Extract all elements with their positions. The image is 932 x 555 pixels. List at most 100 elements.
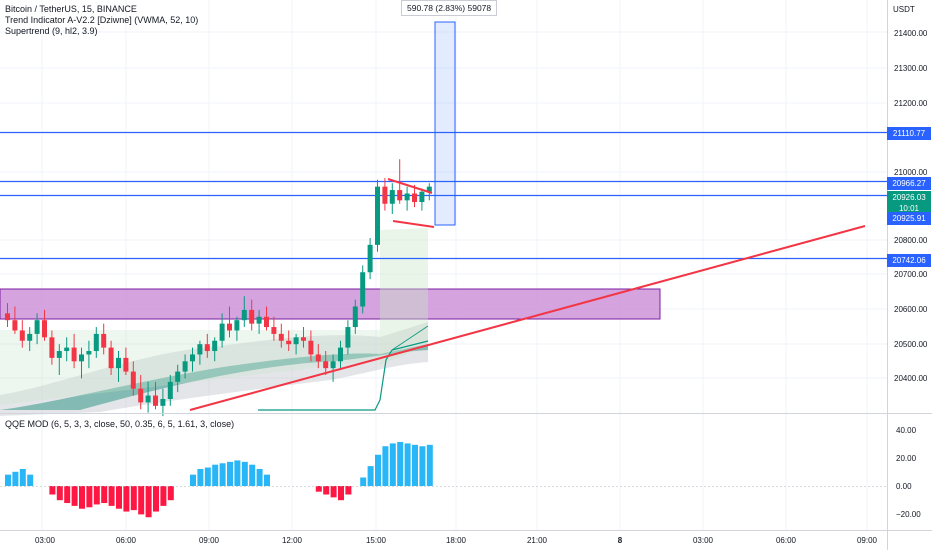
candle[interactable]: [212, 340, 218, 352]
candle[interactable]: [367, 244, 373, 273]
candle[interactable]: [71, 347, 77, 362]
time-axis-label: 09:00: [857, 536, 878, 545]
price-tag[interactable]: 20925.91: [887, 212, 931, 225]
candle[interactable]: [323, 361, 329, 369]
candle[interactable]: [175, 371, 181, 382]
candle[interactable]: [315, 354, 321, 362]
candle[interactable]: [271, 327, 277, 334]
flag-upper-line[interactable]: [387, 178, 433, 194]
candle[interactable]: [190, 354, 195, 362]
candle[interactable]: [204, 344, 210, 352]
candle[interactable]: [278, 333, 284, 341]
price-axis-label: 21000.00: [894, 168, 928, 177]
indicator-supertrend-label[interactable]: Supertrend (9, hl2, 3.9): [5, 26, 98, 36]
candle[interactable]: [389, 190, 395, 204]
measure-box[interactable]: [434, 21, 456, 226]
candle[interactable]: [241, 309, 247, 321]
candle[interactable]: [426, 186, 432, 192]
candle[interactable]: [286, 340, 292, 345]
candle[interactable]: [123, 357, 129, 372]
candle[interactable]: [116, 357, 121, 369]
qqe-bar: [360, 477, 367, 486]
candle[interactable]: [249, 309, 255, 324]
qqe-axis-label: 20.00: [896, 454, 917, 463]
candle[interactable]: [330, 361, 336, 369]
candle[interactable]: [197, 344, 203, 355]
time-axis-label: 03:00: [693, 536, 714, 545]
qqe-bar: [212, 464, 219, 486]
time-axis-label: 21:00: [527, 536, 548, 545]
time-axis-label: 15:00: [366, 536, 387, 545]
candle[interactable]: [49, 337, 55, 358]
time-axis-label: 18:00: [446, 536, 467, 545]
candle[interactable]: [404, 193, 410, 201]
candle[interactable]: [93, 333, 99, 352]
candle[interactable]: [27, 333, 33, 341]
candle[interactable]: [419, 191, 425, 203]
candle[interactable]: [108, 347, 114, 369]
last-price-tag[interactable]: 20926.03 10:01: [887, 191, 931, 216]
price-axis-label: 20800.00: [894, 236, 928, 245]
price-tag[interactable]: 20742.06: [887, 254, 931, 267]
candle[interactable]: [101, 333, 107, 348]
candle[interactable]: [412, 193, 417, 203]
qqe-bar: [241, 461, 248, 486]
candle[interactable]: [352, 306, 358, 328]
candle[interactable]: [360, 272, 366, 307]
indicator-trend-label[interactable]: Trend Indicator A-V2.2 [Dziwne] (VWMA, 5…: [5, 15, 199, 25]
candle[interactable]: [293, 337, 299, 345]
supertrend-line: [258, 340, 429, 411]
candle[interactable]: [138, 388, 144, 403]
candle[interactable]: [160, 398, 166, 406]
candle[interactable]: [86, 351, 92, 355]
candle[interactable]: [19, 330, 25, 341]
price-axis-label: 20700.00: [894, 270, 928, 279]
time-axis-label: 09:00: [199, 536, 220, 545]
candle[interactable]: [5, 313, 10, 321]
qqe-legend[interactable]: QQE MOD (6, 5, 3, 3, close, 50, 0.35, 6,…: [5, 419, 235, 429]
qqe-bar: [234, 460, 241, 486]
candle[interactable]: [227, 323, 232, 331]
trend-line-upper: [391, 325, 429, 351]
flag-lower-line[interactable]: [392, 220, 435, 228]
candle[interactable]: [301, 337, 306, 341]
symbol-title[interactable]: Bitcoin / TetherUS, 15, BINANCE: [5, 4, 137, 14]
candle[interactable]: [153, 395, 158, 406]
time-axis-label: 06:00: [776, 536, 797, 545]
price-axis-label: 21400.00: [894, 29, 928, 38]
candle[interactable]: [382, 186, 388, 204]
candle[interactable]: [182, 361, 188, 372]
candle[interactable]: [256, 316, 262, 324]
candle[interactable]: [34, 320, 40, 334]
qqe-bar: [108, 486, 115, 506]
candle[interactable]: [338, 347, 343, 362]
candle[interactable]: [79, 354, 84, 362]
candle[interactable]: [167, 381, 173, 399]
resistance-zone[interactable]: [0, 288, 661, 320]
candle[interactable]: [345, 327, 351, 348]
price-axis-label: 20600.00: [894, 305, 928, 314]
candle[interactable]: [130, 371, 136, 389]
qqe-bar: [116, 486, 122, 509]
price-tag[interactable]: 20966.27: [887, 177, 931, 190]
price-axis-label: 21300.00: [894, 64, 928, 73]
candle[interactable]: [308, 340, 314, 355]
candle[interactable]: [145, 395, 151, 403]
candle[interactable]: [56, 351, 62, 358]
candle[interactable]: [397, 190, 403, 201]
qqe-bar: [264, 474, 270, 486]
candle[interactable]: [234, 320, 240, 331]
candle[interactable]: [264, 316, 269, 328]
candle[interactable]: [375, 186, 380, 245]
candle[interactable]: [12, 320, 18, 331]
qqe-bar: [19, 468, 26, 486]
price-tag[interactable]: 21110.77: [887, 127, 931, 140]
last-price: 20926.03: [892, 193, 926, 202]
rising-trendline[interactable]: [189, 225, 866, 411]
candle[interactable]: [64, 347, 70, 352]
candle[interactable]: [42, 320, 47, 338]
candle[interactable]: [219, 323, 225, 341]
qqe-bar: [412, 444, 418, 486]
